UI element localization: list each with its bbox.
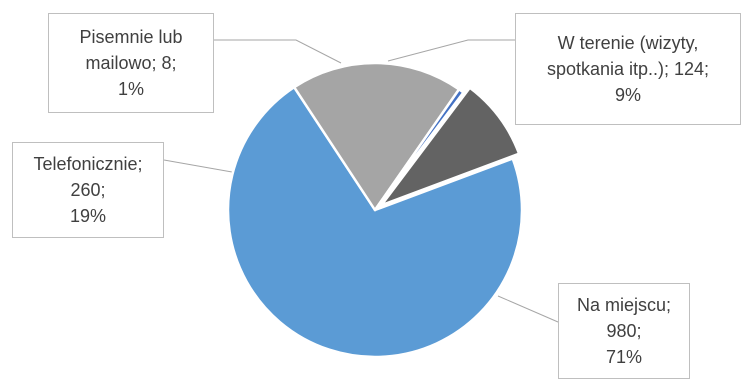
- leader-line-na-miejscu: [497, 295, 559, 323]
- pie-slice-pisemnie-lub-mailowo: [373, 88, 465, 212]
- data-label-pisemnie-percent: 1%: [117, 79, 144, 99]
- data-label-na-miejscu-name: Na miejscu;: [576, 295, 672, 315]
- leader-line-w-terenie: [387, 39, 515, 62]
- data-label-pisemnie: Pisemnie lub mailowo; 8; 1%: [48, 13, 214, 113]
- data-label-telefonicznie: Telefonicznie; 260; 19%: [12, 142, 164, 238]
- data-label-na-miejscu-value: 980;: [606, 321, 642, 341]
- data-label-w-terenie: W terenie (wizyty, spotkania itp..); 124…: [515, 13, 741, 125]
- data-label-w-terenie-percent: 9%: [614, 85, 641, 105]
- data-label-telefonicznie-name: Telefonicznie;: [33, 154, 143, 174]
- data-label-w-terenie-name: W terenie (wizyty,: [557, 33, 699, 53]
- pie-slice-w-terenie-wizyty-spotkania-itp: [380, 86, 521, 207]
- leader-line-pisemnie: [214, 39, 342, 64]
- data-label-pisemnie-name: Pisemnie lub: [79, 27, 183, 47]
- pie-slice-na-miejscu: [226, 85, 524, 359]
- data-label-pisemnie-value: mailowo; 8;: [85, 53, 177, 73]
- pie-slices: [226, 61, 524, 359]
- leader-lines: [163, 39, 559, 323]
- pie-slice-telefonicznie: [292, 61, 461, 212]
- data-label-telefonicznie-percent: 19%: [69, 206, 107, 226]
- data-label-w-terenie-value: spotkania itp..); 124;: [546, 59, 710, 79]
- data-label-na-miejscu: Na miejscu; 980; 71%: [558, 283, 690, 379]
- data-label-telefonicznie-value: 260;: [70, 180, 106, 200]
- data-label-na-miejscu-percent: 71%: [605, 347, 643, 367]
- leader-line-telefonicznie: [163, 159, 233, 173]
